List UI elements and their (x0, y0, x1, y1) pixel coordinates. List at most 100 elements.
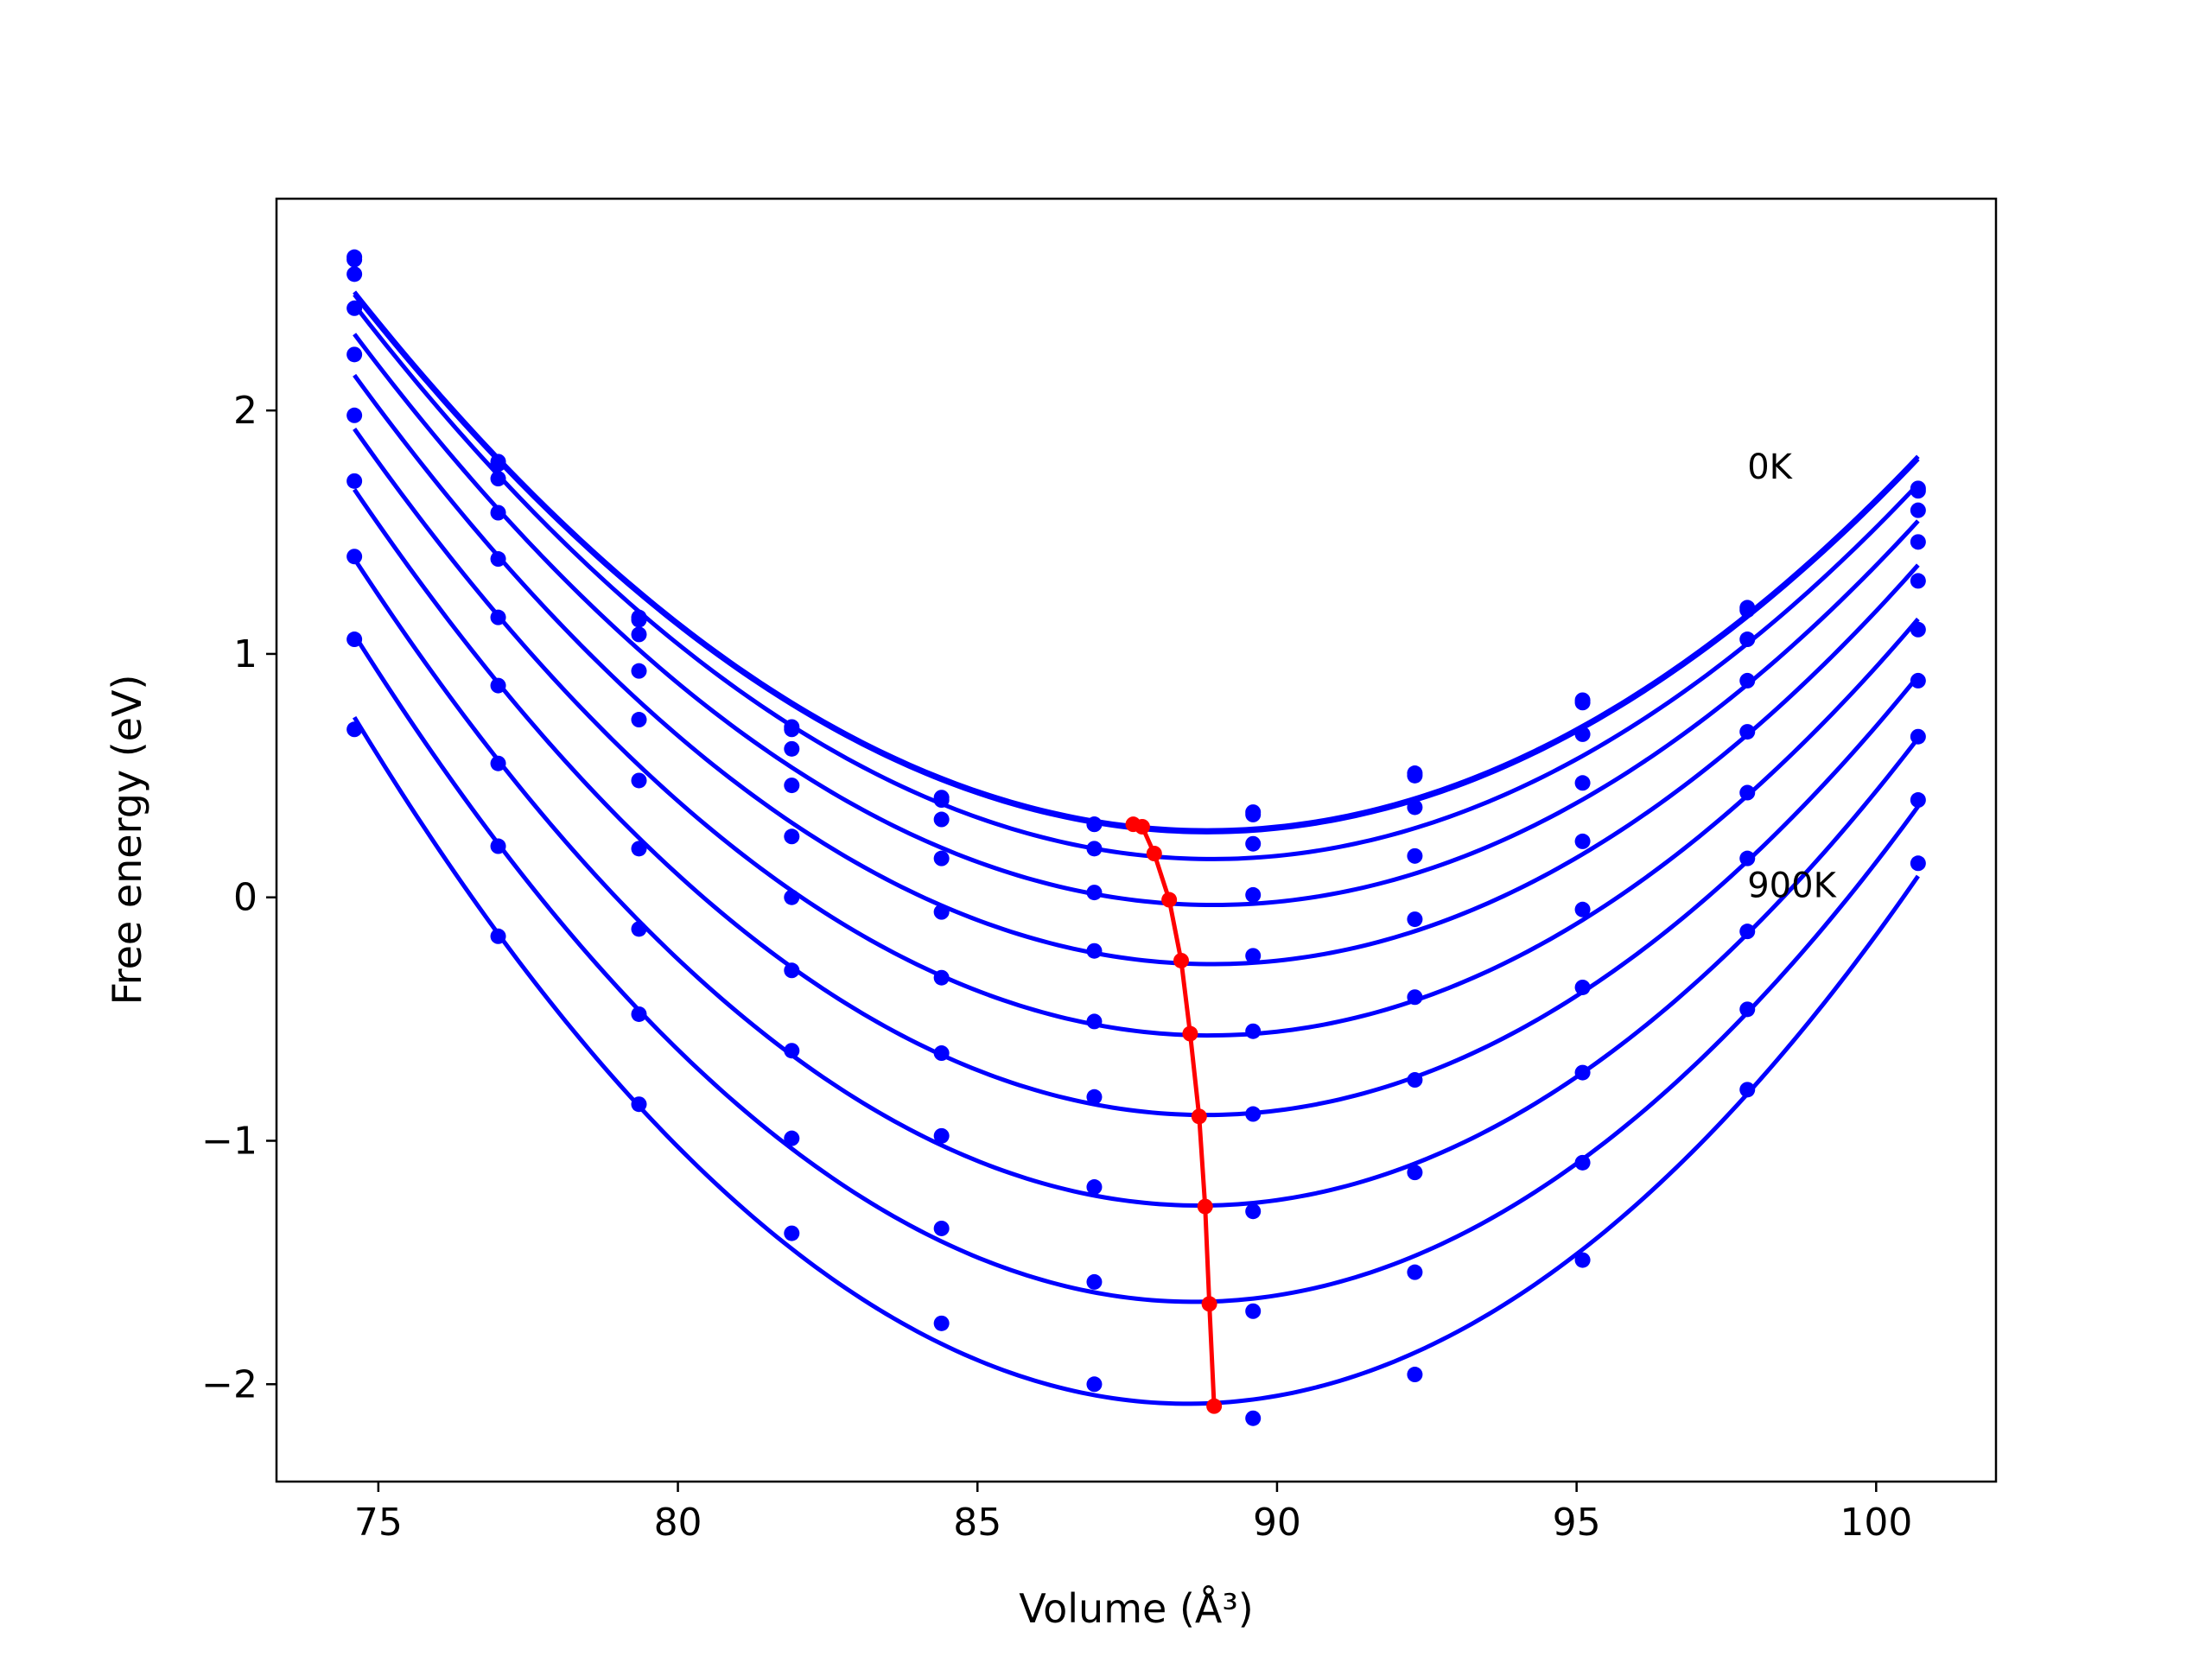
data-point-series-2 (1245, 806, 1262, 822)
minimum-locus-point (1173, 952, 1190, 968)
data-point-series-5 (1407, 911, 1423, 928)
data-point-series-9 (1245, 1303, 1262, 1319)
data-point-series-3 (490, 471, 506, 487)
plot-frame (275, 197, 1998, 1483)
data-point-series-3 (933, 811, 950, 828)
data-point-series-8 (1086, 1179, 1103, 1196)
data-point-series-4 (1086, 885, 1103, 901)
data-point-series-3 (1574, 726, 1591, 742)
data-point-series-5 (784, 828, 800, 845)
y-tick-label: 0 (233, 876, 257, 920)
data-point-series-4 (490, 505, 506, 521)
data-point-series-10 (346, 721, 363, 738)
data-point-series-7 (631, 841, 647, 857)
fit-curve-series-8 (353, 557, 1920, 1209)
fit-curve-series-6 (353, 427, 1920, 1038)
fit-curve-series-5 (353, 373, 1920, 967)
data-point-series-6 (1086, 1013, 1103, 1030)
data-point-series-9 (1739, 1001, 1756, 1018)
data-point-series-7 (1086, 1089, 1103, 1105)
data-point-series-4 (1407, 847, 1423, 864)
data-point-series-10 (1245, 1410, 1262, 1426)
data-point-series-8 (784, 1043, 800, 1059)
data-point-series-4 (784, 778, 800, 794)
data-point-series-8 (346, 549, 363, 565)
data-point-series-3 (346, 266, 363, 282)
data-point-series-2 (346, 251, 363, 268)
minimum-locus-point (1197, 1198, 1213, 1215)
data-point-series-7 (346, 473, 363, 489)
data-point-series-3 (1245, 835, 1262, 852)
data-point-series-5 (1739, 724, 1756, 740)
x-axis: 75 80 85 90 95 100 (354, 1482, 1912, 1545)
data-point-series-4 (1574, 775, 1591, 791)
data-point-series-6 (631, 772, 647, 789)
x-tick-label: 75 (354, 1501, 403, 1545)
y-tick-label: 2 (233, 389, 257, 433)
data-point-series-9 (1407, 1264, 1423, 1280)
data-point-series-3 (1910, 502, 1926, 518)
data-point-series-7 (784, 962, 800, 979)
data-point-series-4 (1245, 886, 1262, 903)
data-point-series-7 (490, 677, 506, 694)
data-point-series-8 (933, 1127, 950, 1144)
data-point-series-10 (1574, 1252, 1591, 1268)
minimum-locus-point (1201, 1296, 1217, 1312)
data-point-series-4 (1910, 534, 1926, 550)
data-point-series-8 (1407, 1165, 1423, 1181)
data-point-series-5 (490, 551, 506, 568)
x-axis-label: Volume (Å³) (1019, 1585, 1254, 1632)
data-point-series-2 (1086, 816, 1103, 833)
x-tick-label: 95 (1553, 1501, 1601, 1545)
data-point-series-8 (1910, 728, 1926, 745)
data-point-series-6 (784, 889, 800, 905)
x-tick-label: 80 (654, 1501, 702, 1545)
data-point-series-9 (346, 632, 363, 648)
data-point-series-2 (1574, 695, 1591, 711)
data-point-series-9 (1910, 792, 1926, 809)
data-point-series-2 (1739, 602, 1756, 619)
fit-curve-series-9 (353, 633, 1920, 1304)
data-point-series-3 (1407, 799, 1423, 816)
x-tick-label: 85 (953, 1501, 1001, 1545)
data-point-series-10 (1407, 1367, 1423, 1383)
data-point-series-5 (1245, 948, 1262, 964)
data-point-series-9 (631, 1006, 647, 1022)
temperature-annotation: 0K (1747, 447, 1793, 487)
data-point-series-2 (1407, 767, 1423, 784)
fit-curve-series-10 (353, 715, 1920, 1406)
data-point-series-3 (631, 626, 647, 643)
data-point-series-6 (1574, 901, 1591, 917)
data-point-series-6 (490, 609, 506, 625)
data-point-series-9 (933, 1220, 950, 1236)
data-point-series-9 (1574, 1154, 1591, 1171)
temperature-annotation: 900K (1747, 866, 1837, 906)
data-point-series-9 (490, 838, 506, 854)
data-point-series-4 (631, 663, 647, 679)
data-point-series-5 (631, 712, 647, 728)
data-point-series-10 (490, 928, 506, 944)
data-point-series-10 (933, 1315, 950, 1331)
data-point-series-5 (1910, 573, 1926, 589)
plot-area (346, 249, 1926, 1426)
data-point-series-8 (1574, 1064, 1591, 1081)
data-point-series-7 (1407, 1072, 1423, 1089)
data-point-series-8 (490, 755, 506, 771)
data-point-series-6 (1910, 621, 1926, 638)
data-point-series-5 (1574, 833, 1591, 849)
data-point-series-10 (1910, 855, 1926, 872)
y-axis: −2 −1 0 1 2 (201, 389, 276, 1406)
data-point-series-6 (346, 407, 363, 423)
data-point-series-7 (1574, 979, 1591, 995)
minimum-locus-point (1206, 1398, 1223, 1414)
data-point-series-3 (1739, 632, 1756, 648)
x-tick-label: 100 (1840, 1501, 1912, 1545)
annotations: 0K 900K (1747, 447, 1837, 906)
data-point-series-8 (631, 921, 647, 937)
data-point-series-6 (1245, 1023, 1262, 1039)
data-point-series-4 (933, 850, 950, 866)
minimum-locus-point (1191, 1108, 1207, 1125)
data-point-series-3 (1086, 841, 1103, 857)
